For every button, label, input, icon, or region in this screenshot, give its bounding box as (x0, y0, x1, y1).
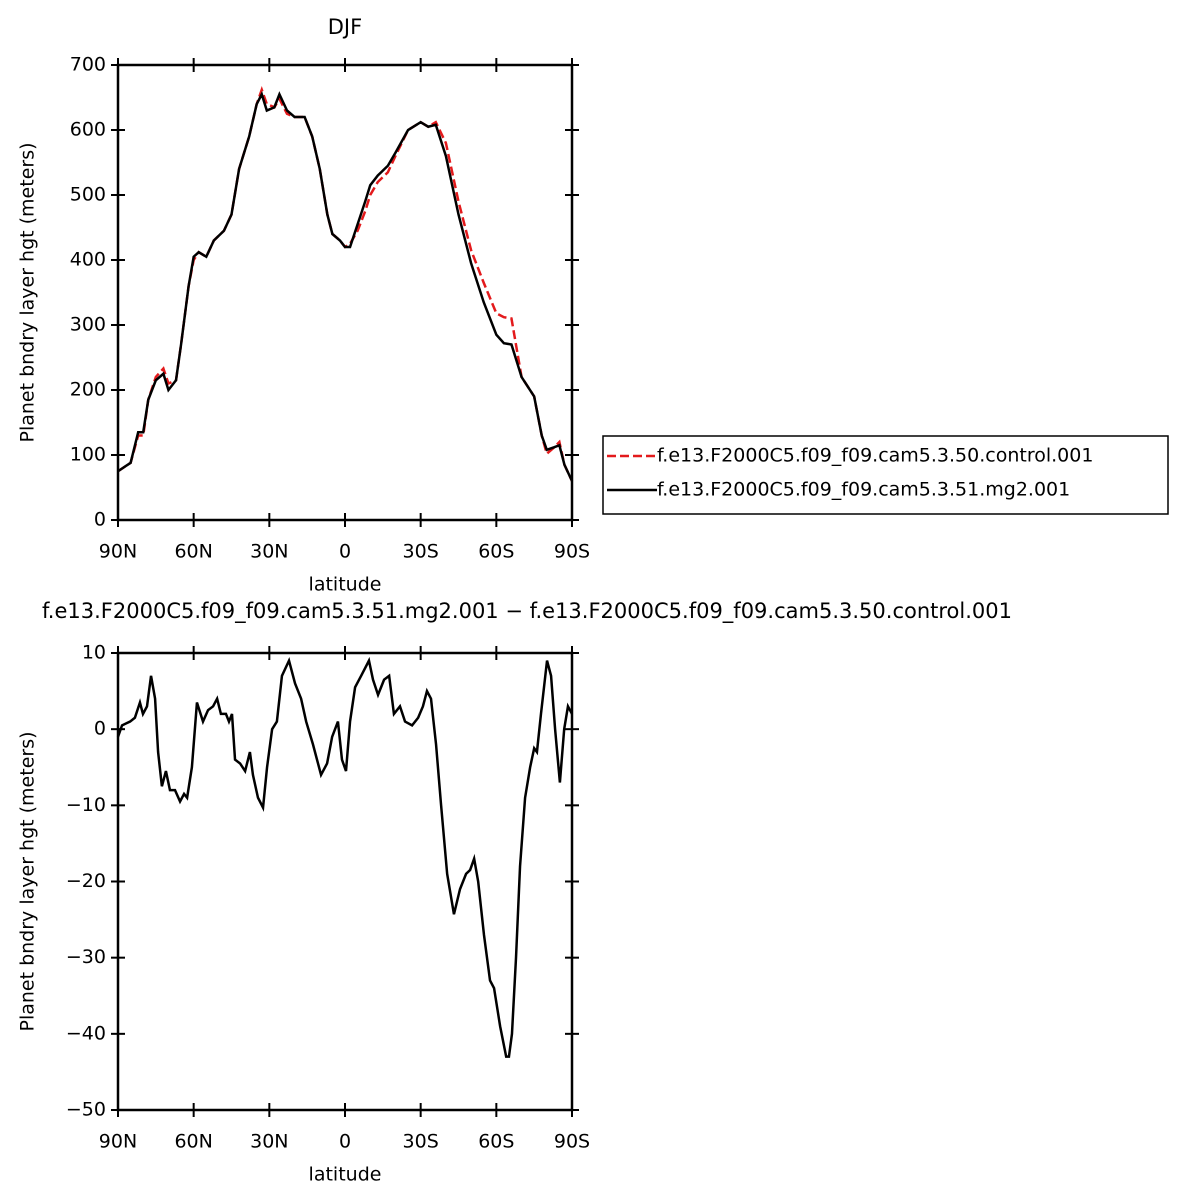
y-tick-label: 100 (70, 444, 106, 466)
y-axis-label: Planet bndry layer hgt (meters) (17, 731, 39, 1031)
x-tick-label: 90S (554, 1131, 590, 1153)
x-tick-label: 90S (554, 541, 590, 563)
y-tick-label: 0 (94, 718, 106, 740)
x-tick-label: 0 (339, 541, 351, 563)
x-tick-label: 30N (250, 1131, 288, 1153)
x-tick-label: 30S (403, 541, 439, 563)
y-tick-label: −50 (66, 1099, 106, 1121)
plot-frame (116, 651, 574, 1112)
y-tick-label: 500 (70, 184, 106, 206)
x-tick-label: 60S (478, 541, 514, 563)
x-tick-label: 30N (250, 541, 288, 563)
legend-box (602, 435, 1169, 515)
legend-label: f.e13.F2000C5.f09_f09.cam5.3.51.mg2.001 (657, 479, 1070, 501)
data-line (117, 90, 574, 482)
y-tick-label: 300 (70, 314, 106, 336)
x-axis-label: latitude (309, 1164, 382, 1186)
y-tick-label: 200 (70, 379, 106, 401)
y-tick-label: −40 (66, 1022, 106, 1044)
x-axis-label: latitude (309, 574, 382, 596)
y-tick-label: −10 (66, 794, 106, 816)
data-line (116, 656, 574, 1058)
y-tick-label: −30 (66, 946, 106, 968)
plot-frame (116, 63, 574, 522)
y-tick-label: 0 (94, 509, 106, 531)
y-axis-label: Planet bndry layer hgt (meters) (17, 142, 39, 442)
y-tick-label: 700 (70, 54, 106, 76)
x-tick-label: 60N (174, 1131, 212, 1153)
legend-label: f.e13.F2000C5.f09_f09.cam5.3.50.control.… (657, 445, 1093, 467)
chart-title: DJF (328, 15, 362, 39)
x-tick-label: 90N (99, 541, 137, 563)
data-line (117, 85, 574, 482)
y-tick-label: 10 (82, 642, 106, 664)
x-tick-label: 30S (403, 1131, 439, 1153)
x-tick-label: 0 (339, 1131, 351, 1153)
x-tick-label: 60S (478, 1131, 514, 1153)
x-tick-label: 90N (99, 1131, 137, 1153)
x-tick-label: 60N (174, 541, 212, 563)
chart-title: f.e13.F2000C5.f09_f09.cam5.3.51.mg2.001 … (42, 599, 1012, 624)
y-tick-label: −20 (66, 870, 106, 892)
y-tick-label: 400 (70, 249, 106, 271)
y-tick-label: 600 (70, 119, 106, 141)
